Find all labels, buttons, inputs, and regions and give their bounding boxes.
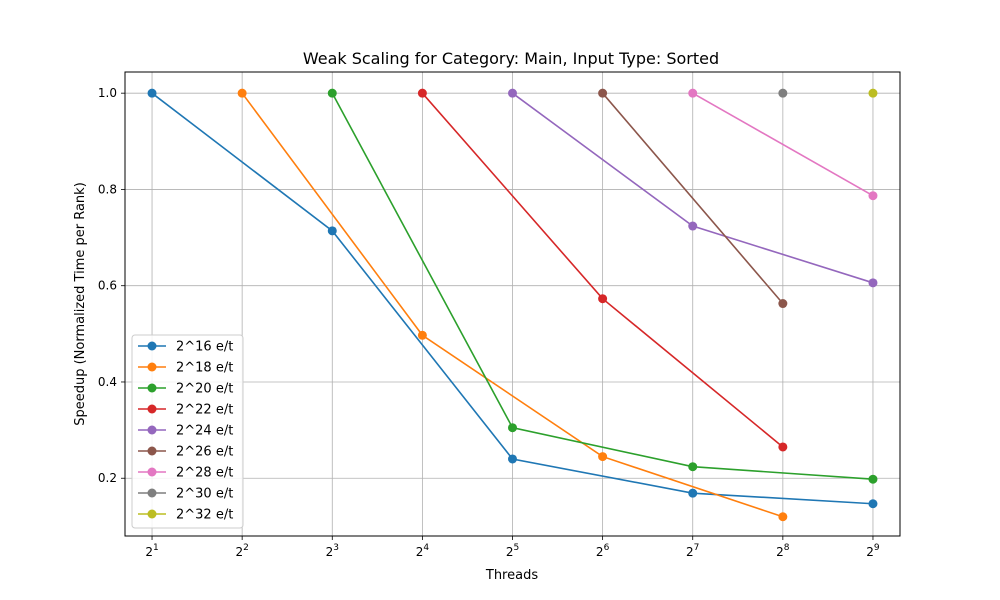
x-tick-label: 24 xyxy=(416,543,430,559)
legend-marker xyxy=(147,488,157,498)
x-tick-label: 23 xyxy=(326,543,339,559)
data-point xyxy=(868,499,878,509)
legend-marker xyxy=(147,509,157,519)
data-point xyxy=(327,226,337,236)
legend-marker xyxy=(147,383,157,393)
series-2-28-e-t xyxy=(688,88,878,201)
y-axis-label: Speedup (Normalized Time per Rank) xyxy=(73,182,88,426)
x-tick-label: 26 xyxy=(596,543,610,559)
y-tick-label: 1.0 xyxy=(98,86,117,100)
series-line xyxy=(331,92,874,480)
data-point xyxy=(688,221,698,231)
y-tick-label: 0.6 xyxy=(98,279,117,293)
data-point xyxy=(688,488,698,498)
series-layer xyxy=(147,88,878,522)
legend-label: 2^18 e/t xyxy=(176,361,233,376)
legend-item: 2^28 e/t xyxy=(138,466,233,481)
data-point xyxy=(868,88,878,98)
data-point xyxy=(688,462,698,472)
legend-marker xyxy=(147,467,157,477)
legend-label: 2^30 e/t xyxy=(176,487,233,502)
x-tick-label: 21 xyxy=(145,543,158,559)
legend-item: 2^24 e/t xyxy=(138,424,233,439)
series-line xyxy=(692,92,874,197)
data-point xyxy=(778,299,788,309)
data-point xyxy=(778,88,788,98)
x-tick-label: 27 xyxy=(686,543,699,559)
legend-marker xyxy=(147,404,157,414)
x-tick-label: 22 xyxy=(235,543,248,559)
legend-label: 2^16 e/t xyxy=(176,340,233,355)
data-point xyxy=(778,512,788,522)
series-2-20-e-t xyxy=(327,88,878,484)
legend-item: 2^22 e/t xyxy=(138,403,233,418)
legend-marker xyxy=(147,425,157,435)
x-tick-label: 29 xyxy=(866,543,880,559)
y-axis-ticks: 0.2 0.4 0.6 0.8 1.0 xyxy=(98,86,125,485)
legend-marker xyxy=(147,446,157,456)
data-point xyxy=(868,474,878,484)
series-2-26-e-t xyxy=(598,88,788,309)
legend-label: 2^32 e/t xyxy=(176,508,233,523)
legend-label: 2^26 e/t xyxy=(176,445,233,460)
data-point xyxy=(868,278,878,288)
data-point xyxy=(417,88,427,98)
y-tick-label: 0.2 xyxy=(98,471,117,485)
data-point xyxy=(508,88,517,98)
series-2-22-e-t xyxy=(417,88,788,452)
data-point xyxy=(688,88,698,98)
series-line xyxy=(241,92,784,518)
legend-item: 2^20 e/t xyxy=(138,382,233,397)
legend-marker xyxy=(147,341,157,351)
data-point xyxy=(327,88,337,98)
legend: 2^16 e/t 2^18 e/t 2^20 e/t 2^22 e/t 2^24 e/t… xyxy=(131,334,244,529)
series-2-16-e-t xyxy=(147,88,878,509)
legend-marker xyxy=(147,362,157,372)
x-axis-label: Threads xyxy=(485,568,538,583)
data-point xyxy=(868,191,878,201)
series-line xyxy=(602,92,784,305)
series-2-24-e-t xyxy=(508,88,878,288)
legend-box xyxy=(131,334,244,529)
data-point xyxy=(778,442,788,452)
series-2-18-e-t xyxy=(237,88,788,522)
data-point xyxy=(508,423,517,433)
legend-label: 2^20 e/t xyxy=(176,382,233,397)
chart-title: Weak Scaling for Category: Main, Input T… xyxy=(303,49,719,68)
x-tick-label: 25 xyxy=(506,543,519,559)
x-tick-label: 28 xyxy=(776,543,790,559)
legend-item: 2^16 e/t xyxy=(138,340,233,355)
data-point xyxy=(237,88,247,98)
data-point xyxy=(508,454,517,464)
y-tick-label: 0.8 xyxy=(98,182,117,196)
legend-item: 2^26 e/t xyxy=(138,445,233,460)
legend-label: 2^22 e/t xyxy=(176,403,233,418)
data-point xyxy=(598,88,608,98)
data-point xyxy=(598,294,608,304)
y-tick-label: 0.4 xyxy=(98,375,117,389)
data-point xyxy=(147,88,157,98)
x-axis-ticks: 21 22 23 24 25 26 27 28 29 xyxy=(145,536,880,559)
data-point xyxy=(598,452,608,462)
legend-item: 2^18 e/t xyxy=(138,361,233,376)
data-point xyxy=(417,330,427,340)
series-2-30-e-t xyxy=(778,88,788,98)
legend-item: 2^30 e/t xyxy=(138,487,233,502)
series-2-32-e-t xyxy=(868,88,878,98)
legend-item: 2^32 e/t xyxy=(138,508,233,523)
legend-label: 2^28 e/t xyxy=(176,466,233,481)
legend-label: 2^24 e/t xyxy=(176,424,233,439)
